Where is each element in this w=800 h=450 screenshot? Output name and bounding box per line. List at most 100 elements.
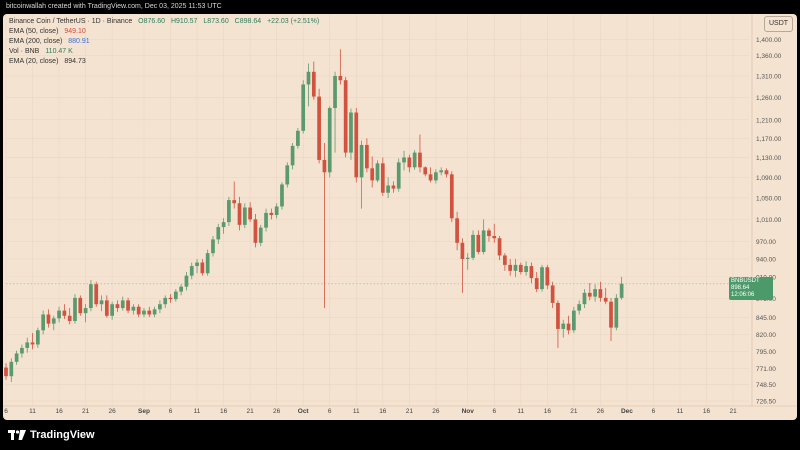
candle-body[interactable] [593,289,597,297]
candle-body[interactable] [460,242,465,259]
candle-body[interactable] [147,310,152,315]
candle-body[interactable] [449,174,454,219]
candle-body[interactable] [354,112,359,178]
candle-body[interactable] [152,309,157,315]
candle-body[interactable] [481,230,486,252]
candle-body[interactable] [327,108,332,173]
candle-body[interactable] [322,159,327,173]
candle-body[interactable] [306,71,311,85]
legend-ema200-row[interactable]: EMA (200, close) 880.91 [9,37,323,47]
candle-body[interactable] [189,266,194,276]
candle-body[interactable] [391,185,396,189]
candle-body[interactable] [317,96,321,160]
candle-body[interactable] [487,230,491,237]
candle-body[interactable] [242,207,247,225]
candle-body[interactable] [619,283,624,298]
candle-body[interactable] [333,75,337,109]
candle-body[interactable] [497,238,502,256]
candle-body[interactable] [598,289,603,298]
candle-body[interactable] [508,264,513,271]
tradingview-logo[interactable]: TradingView [8,429,95,441]
candle-body[interactable] [492,236,497,239]
candle-body[interactable] [14,353,19,362]
candle-body[interactable] [62,310,67,316]
candle-body[interactable] [280,184,284,207]
candle-body[interactable] [349,112,353,153]
candle-body[interactable] [9,361,14,377]
candle-body[interactable] [587,292,592,297]
candle-body[interactable] [603,297,608,302]
candle-body[interactable] [534,278,539,290]
candle-body[interactable] [115,304,120,309]
candle-body[interactable] [216,227,221,240]
candle-body[interactable] [274,206,279,216]
symbol-title[interactable]: Binance Coin / TetherUS · 1D · Binance [9,18,133,25]
candle-body[interactable] [428,174,433,181]
candle-body[interactable] [248,207,252,220]
candle-body[interactable] [402,157,406,163]
legend-ema50-row[interactable]: EMA (50, close) 949.10 [9,27,323,37]
candle-body[interactable] [30,342,35,345]
candle-body[interactable] [73,297,77,322]
candle-body[interactable] [131,306,136,311]
candle-body[interactable] [57,310,61,319]
candle-body[interactable] [311,71,316,97]
candle-body[interactable] [439,170,444,173]
candle-body[interactable] [434,172,438,181]
candle-body[interactable] [550,285,555,303]
candle-body[interactable] [296,130,300,146]
candle-body[interactable] [614,297,619,328]
candle-body[interactable] [20,347,24,354]
candle-body[interactable] [503,255,507,265]
candle-body[interactable] [524,266,528,273]
candle-body[interactable] [205,253,210,274]
candle-body[interactable] [221,222,226,228]
legend-ema20-row[interactable]: EMA (20, close) 894.73 [9,57,323,67]
candle-body[interactable] [577,304,582,311]
candle-body[interactable] [211,239,215,254]
legend-vol-row[interactable]: Vol · BNB 110.47 K [9,47,323,57]
candle-body[interactable] [110,304,115,316]
candle-body[interactable] [423,167,428,175]
candle-body[interactable] [120,300,125,309]
candle-body[interactable] [83,308,88,314]
candle-body[interactable] [41,314,46,331]
candle-body[interactable] [545,267,550,286]
candle-body[interactable] [386,185,390,193]
candle-body[interactable] [455,218,459,243]
candle-body[interactable] [370,168,375,181]
candle-body[interactable] [126,300,130,311]
candle-body[interactable] [540,267,544,290]
candle-body[interactable] [179,286,183,292]
candle-body[interactable] [4,367,8,377]
candle-body[interactable] [158,304,162,310]
candle-body[interactable] [359,144,364,178]
candle-body[interactable] [290,145,295,166]
candle-body[interactable] [184,275,189,287]
candle-body[interactable] [104,300,109,316]
candle-body[interactable] [46,314,51,324]
candle-body[interactable] [253,219,258,243]
candle-body[interactable] [258,227,263,243]
candle-body[interactable] [51,318,56,324]
candle-body[interactable] [529,266,534,279]
candle-body[interactable] [168,297,173,300]
candle-body[interactable] [35,330,40,345]
candle-body[interactable] [163,297,168,305]
candle-body[interactable] [396,162,401,189]
candle-body[interactable] [338,75,343,81]
candle-body[interactable] [67,315,72,322]
candle-body[interactable] [609,301,613,328]
candle-body[interactable] [561,323,566,329]
candle-body[interactable] [200,262,205,274]
candle-body[interactable] [566,323,571,331]
candle-body[interactable] [380,163,385,193]
candle-body[interactable] [78,297,83,314]
chart-panel[interactable]: 726.50748.50771.00795.00820.00845.00875.… [3,14,797,420]
candle-body[interactable] [232,200,237,204]
candle-body[interactable] [142,310,146,315]
candle-body[interactable] [572,310,576,331]
currency-button[interactable]: USDT [764,16,793,32]
candle-body[interactable] [301,84,306,131]
candlestick-chart[interactable]: 726.50748.50771.00795.00820.00845.00875.… [3,14,797,420]
